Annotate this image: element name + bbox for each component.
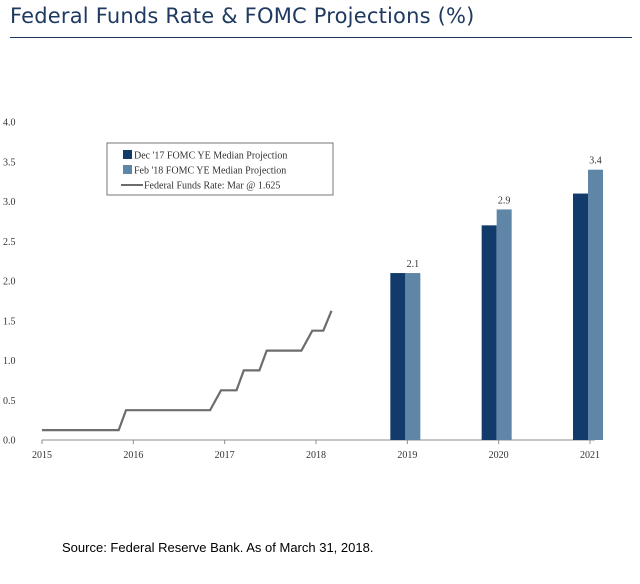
x-tick-label: 2020: [489, 450, 509, 461]
title-divider: [10, 37, 632, 38]
y-tick-label: 3.5: [3, 157, 16, 168]
y-tick-label: 2.5: [3, 237, 16, 248]
chart-data-labels: 2.1 2.9 3.4: [407, 156, 602, 270]
legend-label-2: Feb '18 FOMC YE Median Projection: [134, 166, 286, 177]
x-tick-label: 2017: [215, 450, 235, 461]
legend-label-1: Dec '17 FOMC YE Median Projection: [134, 151, 287, 162]
y-tick-label: 3.0: [3, 197, 16, 208]
federal-funds-rate-line: [42, 310, 333, 432]
fed-funds-chart: 0.0 0.5 1.0 1.5 2.0 2.5 3.0 3.5 4.0 2015 2016 2017 2…: [3, 118, 603, 461]
page-title: Federal Funds Rate & FOMC Projections (%…: [10, 4, 475, 28]
legend-swatch-1: [123, 150, 132, 159]
bar-2020-series-2: [496, 209, 512, 440]
x-tick-label: 2018: [306, 450, 326, 461]
bar-2021-series-1: [573, 193, 588, 440]
source-note: Source: Federal Reserve Bank. As of Marc…: [62, 540, 374, 555]
legend-box: [106, 142, 334, 196]
y-tick-label: 0.5: [3, 396, 16, 407]
legend-label-3: Federal Funds Rate: Mar @ 1.625: [144, 181, 280, 192]
x-tick-label: 2016: [123, 450, 143, 461]
bar-2019-series-2: [405, 273, 421, 440]
x-tick-label: 2015: [32, 450, 52, 461]
bar-2021-series-2: [588, 169, 603, 440]
bar-2019-series-1: [390, 273, 406, 440]
data-label-2021: 3.4: [589, 156, 602, 167]
data-label-2019: 2.1: [407, 259, 420, 270]
y-tick-label: 4.0: [3, 118, 16, 129]
chart-bars: [390, 169, 603, 440]
bar-2020-series-1: [481, 225, 497, 440]
y-tick-label: 1.5: [3, 316, 16, 327]
chart-legend: Dec '17 FOMC YE Median Projection Feb '18…: [106, 142, 334, 196]
y-tick-label: 2.0: [3, 277, 16, 288]
x-tick-label: 2021: [580, 450, 600, 461]
chart-line-layer: [42, 310, 333, 432]
data-label-2020: 2.9: [498, 195, 511, 206]
y-tick-label: 1.0: [3, 356, 16, 367]
x-tick-label: 2019: [397, 450, 417, 461]
y-tick-label: 0.0: [3, 436, 16, 447]
legend-swatch-2: [123, 165, 132, 174]
